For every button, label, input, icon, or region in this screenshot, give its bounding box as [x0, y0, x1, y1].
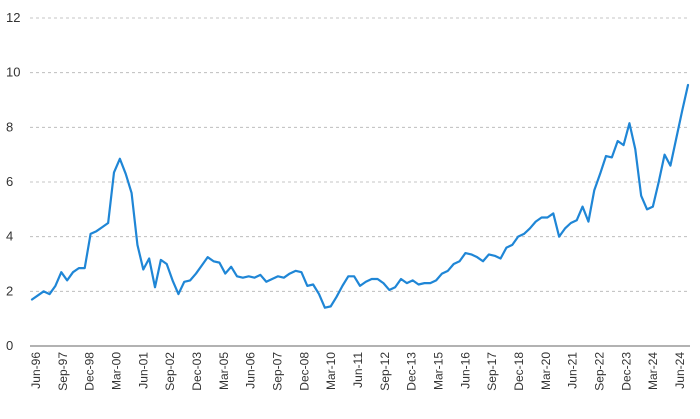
- x-tick-label: Dec-23: [619, 352, 633, 391]
- x-tick-label: Jun-21: [566, 352, 580, 389]
- x-tick-label: Sep-17: [485, 352, 499, 391]
- y-tick-label: 2: [6, 283, 13, 298]
- x-tick-label: Sep-07: [271, 352, 285, 391]
- x-tick-label: Jun-06: [244, 352, 258, 389]
- x-tick-label: Sep-12: [378, 352, 392, 391]
- y-tick-label: 4: [6, 229, 13, 244]
- y-tick-label: 8: [6, 119, 13, 134]
- x-tick-label: Dec-98: [83, 352, 97, 391]
- x-tick-label: Sep-22: [593, 352, 607, 391]
- y-tick-label: 0: [6, 338, 13, 353]
- x-tick-label: Dec-13: [405, 352, 419, 391]
- x-tick-label: Mar-05: [217, 352, 231, 390]
- x-tick-label: Jun-16: [458, 352, 472, 389]
- x-tick-label: Dec-08: [297, 352, 311, 391]
- y-tick-labels: 0 2 4 6 8 10 12: [6, 10, 20, 353]
- y-tick-label: 6: [6, 174, 13, 189]
- x-tick-label: Jun-96: [29, 352, 43, 389]
- x-tick-label: Dec-03: [190, 352, 204, 391]
- y-tick-label: 12: [6, 10, 20, 25]
- x-tick-label: Jun-11: [351, 352, 365, 388]
- series-layer: [30, 83, 690, 309]
- series-line: [30, 83, 690, 309]
- y-tick-label: 10: [6, 65, 20, 80]
- x-tick-label: Mar-20: [539, 352, 553, 390]
- x-tick-label: Mar-15: [432, 352, 446, 390]
- gridlines: [30, 17, 690, 292]
- x-tick-label: Mar-24: [646, 352, 660, 390]
- x-tick-label: Jun-01: [136, 352, 150, 389]
- x-tick-label: Dec-18: [512, 352, 526, 391]
- x-tick-label: Mar-00: [110, 352, 124, 390]
- x-tick-label: Sep-97: [56, 352, 70, 391]
- x-tick-label: Mar-10: [324, 352, 338, 390]
- x-tick-label: Jun-24: [673, 352, 687, 389]
- x-tick-label: Sep-02: [163, 352, 177, 391]
- x-tick-labels: Jun-96 Sep-97 Dec-98 Mar-00 Jun-01 Sep-02 Dec-…: [29, 352, 687, 391]
